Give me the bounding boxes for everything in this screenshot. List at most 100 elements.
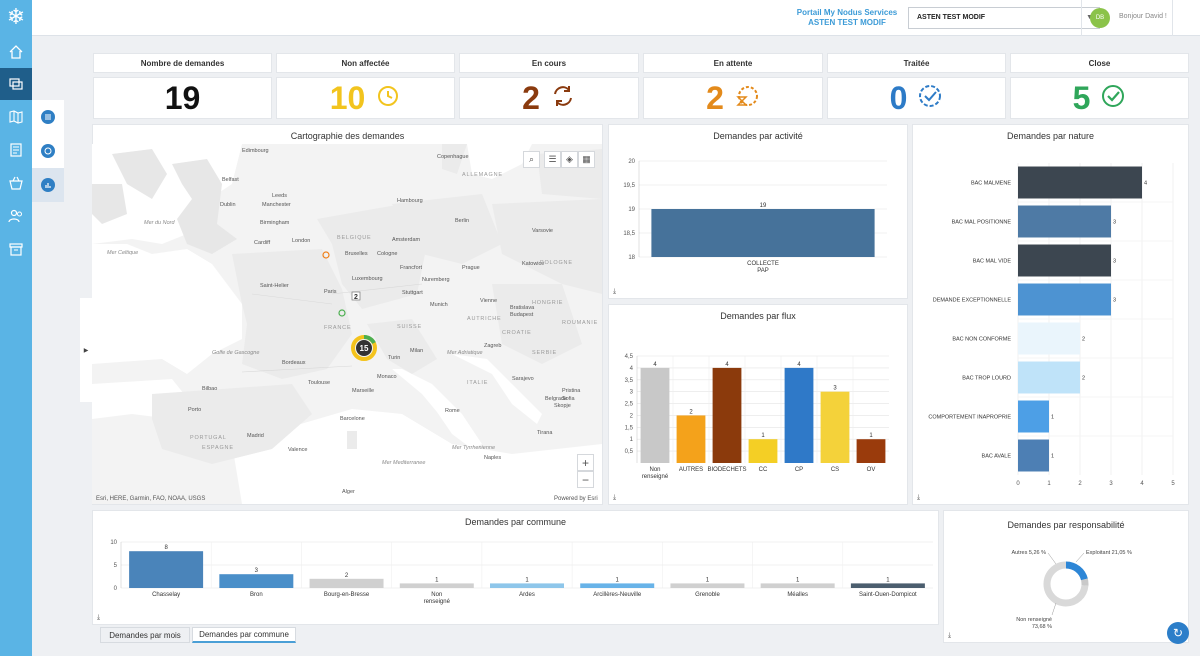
bar[interactable]: [748, 439, 778, 463]
archive-icon[interactable]: [0, 233, 32, 265]
y-tick-label: 18: [628, 255, 635, 261]
bar[interactable]: [784, 367, 814, 463]
map-place-label: Bilbao: [202, 386, 217, 392]
map-place-label: Manchester: [262, 202, 291, 208]
y-tick-label: 2,5: [625, 402, 634, 408]
map-attribution: Esri, HERE, Garmin, FAO, NOAA, USGS: [96, 496, 206, 502]
data-label: 1: [761, 433, 765, 439]
download-icon[interactable]: ⤓: [97, 614, 101, 621]
subnav-map[interactable]: [32, 134, 64, 168]
refresh-button[interactable]: ↻: [1167, 622, 1189, 644]
basemap-icon[interactable]: ▦: [578, 151, 595, 168]
bar[interactable]: [651, 209, 875, 257]
bar[interactable]: [1018, 166, 1142, 199]
document-icon[interactable]: [0, 134, 32, 166]
bar[interactable]: [309, 578, 384, 588]
map-marker[interactable]: [338, 309, 346, 317]
x-tick-label: 5: [1171, 481, 1175, 487]
kpi-card[interactable]: 0: [827, 77, 1006, 119]
bar[interactable]: [712, 367, 742, 463]
map-place-label: Francfort: [400, 265, 422, 271]
bar[interactable]: [1018, 322, 1080, 355]
y-tick-label: 20: [628, 159, 635, 165]
commune-chart: 10 5 0 8 Chasselay 3 Bron 2 Bourg-en-Bresse 1 Nonr…: [110, 540, 933, 605]
hourglass-icon: [734, 83, 760, 114]
bar[interactable]: [399, 583, 474, 588]
x-tick-label: CS: [831, 467, 839, 473]
tab-demandes-par-commune[interactable]: Demandes par commune: [192, 627, 296, 643]
map-place-label: Sarajevo: [512, 376, 534, 382]
map-place-label: Belgrade: [545, 396, 567, 402]
bar[interactable]: [850, 583, 925, 588]
bar[interactable]: [490, 583, 564, 588]
map-place-label: Skopje: [554, 403, 571, 409]
chart-title: Demandes par flux: [720, 311, 796, 321]
map-place-label: Alger: [342, 489, 355, 495]
bin-icon[interactable]: [0, 167, 32, 199]
map-marker-pin[interactable]: [351, 291, 361, 301]
x-tick-label: COLLECTE: [747, 261, 779, 267]
subnav-dashboard[interactable]: [32, 168, 64, 202]
map-place-label: Mer Tyrrhenienne: [452, 445, 495, 451]
subnav-list[interactable]: [32, 100, 64, 134]
bar[interactable]: [640, 367, 670, 463]
avatar[interactable]: DB: [1090, 8, 1110, 28]
pie-slice[interactable]: [1043, 561, 1089, 607]
requests-icon[interactable]: [0, 68, 32, 100]
zoom-out-button[interactable]: −: [577, 471, 594, 488]
expand-panel-button[interactable]: ▶: [80, 298, 92, 402]
tab-demandes-par-mois[interactable]: Demandes par mois: [100, 627, 190, 643]
map-place-label: Amsterdam: [392, 237, 421, 243]
bar[interactable]: [1018, 244, 1111, 277]
home-icon[interactable]: [0, 36, 32, 68]
bar[interactable]: [760, 583, 835, 588]
bar[interactable]: [1018, 283, 1111, 316]
x-tick-label: Non: [649, 467, 660, 473]
map-place-label: Varsovie: [532, 228, 553, 234]
kpi-card[interactable]: 2: [643, 77, 823, 119]
bar[interactable]: [580, 583, 655, 588]
bar[interactable]: [820, 391, 850, 463]
download-icon[interactable]: ⤓: [948, 632, 952, 639]
bar[interactable]: [676, 415, 706, 463]
x-tick-label: renseigné: [642, 474, 669, 480]
bar[interactable]: [1018, 205, 1111, 238]
kpi-card[interactable]: 5: [1010, 77, 1189, 119]
y-tick-label: 1: [630, 437, 634, 443]
chart-title: Demandes par activité: [713, 131, 803, 141]
bar[interactable]: [219, 574, 294, 588]
pie-label: Non renseigné: [1016, 617, 1052, 623]
pie-slice[interactable]: [1043, 561, 1089, 607]
bar[interactable]: [129, 551, 204, 588]
map-canvas[interactable]: Edimbourg Copenhague Belfast Leeds Mancheste…: [92, 144, 602, 504]
search-icon[interactable]: ⌕: [523, 151, 540, 168]
x-tick-label: Grenoble: [695, 592, 720, 598]
legend-icon[interactable]: ☰: [544, 151, 561, 168]
map-place-label: Porto: [188, 407, 201, 413]
kpi-card[interactable]: 19: [93, 77, 272, 119]
users-icon[interactable]: [0, 200, 32, 232]
zoom-in-button[interactable]: +: [577, 454, 594, 471]
data-label: 1: [1051, 454, 1054, 460]
organization-select[interactable]: ASTEN TEST MODIF ▼: [908, 7, 1100, 29]
bar[interactable]: [1018, 400, 1049, 433]
x-tick-label: 4: [1140, 481, 1144, 487]
download-icon[interactable]: ⤓: [613, 494, 617, 501]
x-tick-label: Arcillères-Neuville: [593, 592, 642, 598]
map-place-label: Cologne: [377, 251, 398, 257]
download-icon[interactable]: ⤓: [613, 288, 617, 295]
map-place-label: Vienne: [480, 298, 497, 304]
pie-label: Exploitant 21,05 %: [1086, 550, 1132, 556]
map-icon[interactable]: [0, 101, 32, 133]
bar[interactable]: [670, 583, 745, 588]
map-place-label: Birmingham: [260, 220, 290, 226]
download-icon[interactable]: ⤓: [917, 494, 921, 501]
map-marker[interactable]: [322, 251, 330, 259]
kpi-card[interactable]: 10: [276, 77, 455, 119]
bar[interactable]: [1018, 439, 1049, 472]
layers-icon[interactable]: ◈: [561, 151, 578, 168]
bar[interactable]: [1018, 361, 1080, 394]
kpi-card[interactable]: 2: [459, 77, 639, 119]
map-place-label: Marseille: [352, 388, 374, 394]
bar[interactable]: [856, 439, 886, 463]
